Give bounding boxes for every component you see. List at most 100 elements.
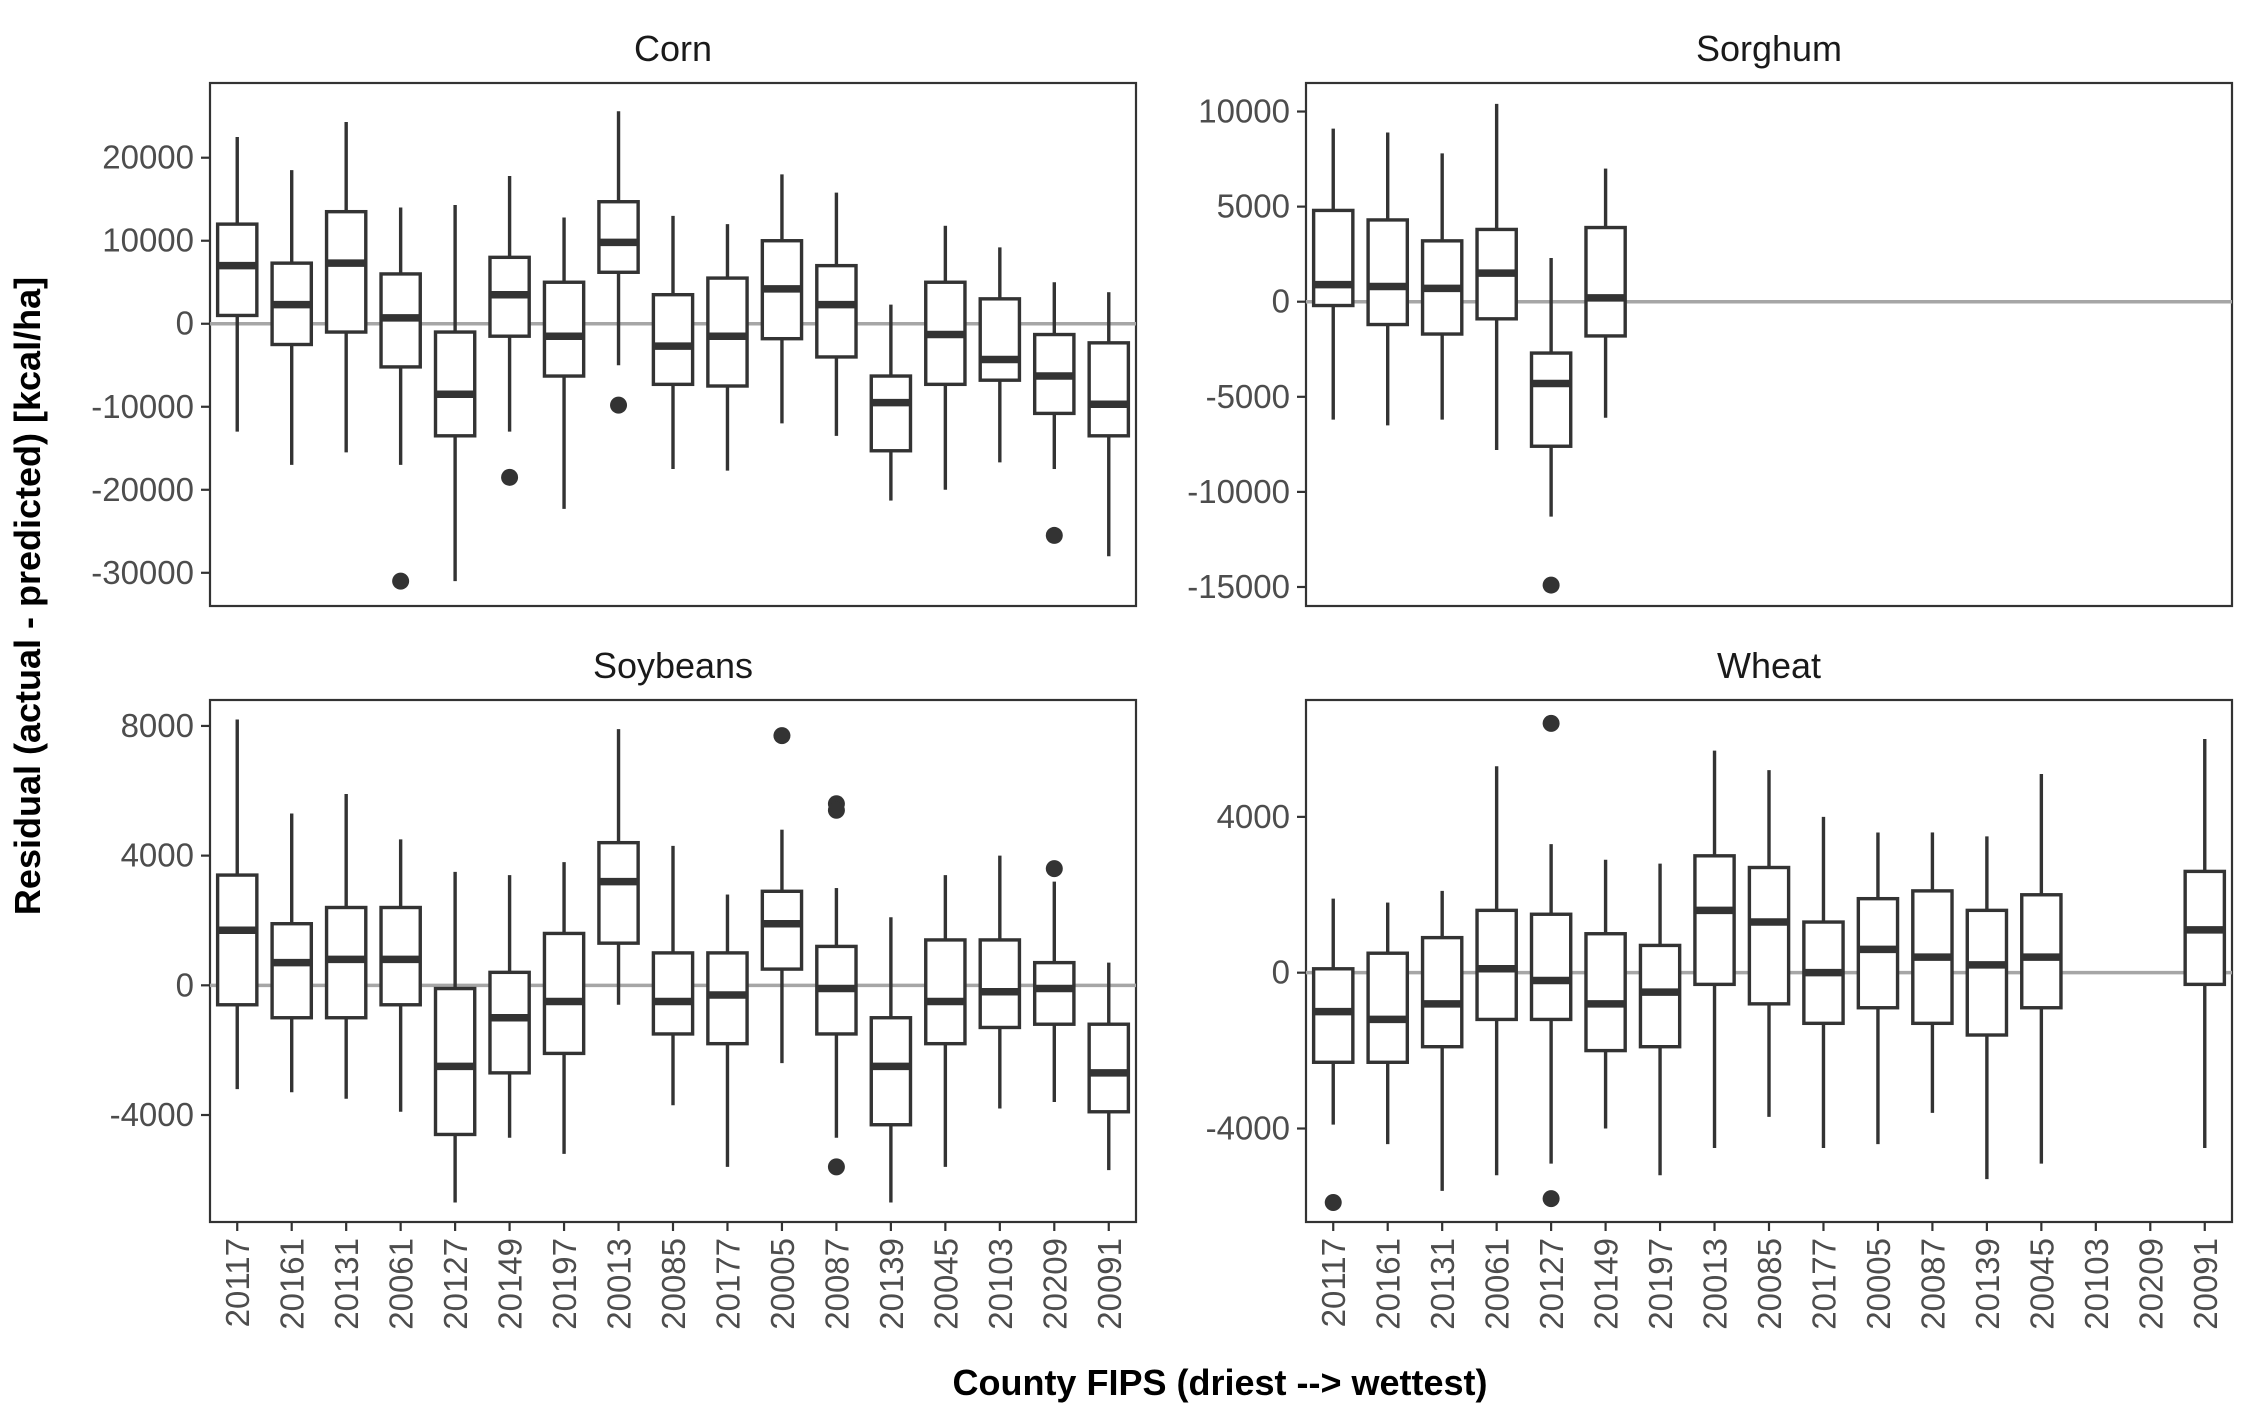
box-soybeans-20085	[651, 845, 695, 1106]
y-tick-label-soybeans: 0	[176, 966, 194, 1003]
x-tick-label-wheat: 20013	[1697, 1238, 1734, 1330]
box-iqr	[1475, 908, 1518, 1022]
x-tick-label-soybeans: 20197	[546, 1238, 583, 1330]
x-tick-label-wheat: 20209	[2132, 1238, 2169, 1330]
box-iqr	[815, 263, 858, 359]
box-corn-20061	[379, 207, 422, 590]
y-axis-title: Residual (actual - predicted) [kcal/ha]	[7, 277, 48, 915]
box-soybeans-20013	[597, 729, 640, 1005]
x-tick-label-soybeans: 20177	[709, 1238, 746, 1330]
box-iqr	[1529, 351, 1573, 448]
y-tick-label-sorghum: -10000	[1187, 473, 1290, 510]
box-corn-20103	[978, 247, 1022, 463]
y-tick-label-soybeans: -4000	[110, 1096, 194, 1133]
box-soybeans-20161	[270, 813, 314, 1093]
x-tick-label-soybeans: 20131	[328, 1238, 365, 1330]
outlier-point	[1324, 1194, 1342, 1212]
outlier-point	[827, 1158, 845, 1176]
x-tick-label-wheat: 20117	[1315, 1238, 1352, 1327]
x-tick-label-wheat: 20131	[1424, 1238, 1461, 1330]
box-corn-20197	[542, 217, 586, 509]
x-axis-title: County FIPS (driest --> wettest)	[952, 1362, 1487, 1403]
box-wheat-20085	[1747, 770, 1791, 1117]
x-tick-label-wheat: 20161	[1370, 1238, 1407, 1330]
x-tick-label-wheat: 20149	[1588, 1238, 1625, 1330]
box-iqr	[869, 374, 913, 453]
x-tick-label-wheat: 20127	[1533, 1238, 1570, 1330]
box-wheat-20197	[1638, 863, 1682, 1176]
x-tick-label-soybeans: 20061	[383, 1238, 420, 1330]
x-tick-label-soybeans: 20139	[873, 1238, 910, 1330]
x-tick-label-soybeans: 20087	[818, 1238, 855, 1330]
box-corn-20013	[597, 111, 640, 414]
box-wheat-20117	[1311, 898, 1355, 1212]
box-corn-20045	[924, 225, 967, 490]
y-tick-label-corn: 0	[176, 305, 194, 342]
box-corn-20177	[706, 224, 749, 471]
box-iqr	[1087, 1022, 1131, 1114]
box-iqr	[2020, 893, 2063, 1010]
panel-frame-sorghum	[1304, 81, 2234, 608]
box-iqr	[651, 951, 695, 1036]
box-iqr	[1366, 951, 1410, 1064]
box-soybeans-20045	[924, 875, 967, 1167]
y-tick-label-soybeans: 4000	[121, 837, 194, 874]
box-soybeans-20209	[1032, 860, 1076, 1103]
y-tick-label-corn: -10000	[91, 388, 194, 425]
box-soybeans-20061	[379, 839, 422, 1112]
y-tick-label-soybeans: 8000	[121, 707, 194, 744]
box-corn-20161	[270, 170, 314, 465]
box-wheat-20087	[1911, 832, 1954, 1113]
box-iqr	[1420, 935, 1464, 1049]
box-iqr	[760, 889, 804, 971]
y-tick-label-sorghum: 5000	[1217, 188, 1290, 225]
x-tick-label-wheat: 20045	[2023, 1238, 2060, 1330]
y-tick-label-sorghum: -15000	[1187, 568, 1290, 605]
box-soybeans-20087	[815, 795, 858, 1176]
box-corn-20149	[488, 175, 531, 486]
y-tick-label-sorghum: 10000	[1198, 93, 1290, 130]
box-iqr	[215, 873, 259, 1007]
x-tick-label-soybeans: 20117	[219, 1238, 256, 1327]
box-iqr	[597, 200, 640, 274]
outlier-point	[392, 572, 410, 590]
x-tick-label-wheat: 20061	[1479, 1238, 1516, 1330]
box-wheat-20149	[1584, 859, 1627, 1129]
box-corn-20117	[215, 136, 259, 432]
x-tick-label-soybeans: 20127	[437, 1238, 474, 1330]
box-iqr	[1032, 960, 1076, 1026]
box-wheat-20045	[2020, 774, 2063, 1164]
box-soybeans-20177	[706, 894, 749, 1167]
box-iqr	[1366, 218, 1410, 327]
box-iqr	[651, 292, 695, 387]
box-wheat-20091	[2183, 738, 2227, 1148]
box-sorghum-20161	[1366, 132, 1410, 426]
x-tick-label-wheat: 20197	[1642, 1238, 1679, 1330]
box-soybeans-20139	[869, 917, 913, 1203]
box-sorghum-20149	[1584, 168, 1627, 418]
panel-title-sorghum: Sorghum	[1696, 28, 1842, 69]
box-soybeans-20131	[324, 794, 368, 1099]
x-tick-label-soybeans: 20161	[274, 1238, 311, 1330]
y-tick-label-corn: -30000	[91, 554, 194, 591]
box-iqr	[1311, 967, 1355, 1064]
outlier-point	[1045, 860, 1063, 878]
box-iqr	[1693, 854, 1736, 987]
x-tick-label-wheat: 20087	[1914, 1238, 1951, 1330]
box-wheat-20131	[1420, 890, 1464, 1191]
y-tick-label-corn: -20000	[91, 471, 194, 508]
box-iqr	[1529, 912, 1573, 1022]
box-iqr	[1856, 896, 1900, 1010]
box-iqr	[324, 209, 368, 334]
box-iqr	[542, 931, 586, 1056]
box-soybeans-20005	[760, 727, 804, 1064]
box-iqr	[869, 1016, 913, 1127]
box-iqr	[433, 986, 477, 1137]
x-tick-label-soybeans: 20045	[927, 1238, 964, 1330]
box-soybeans-20127	[433, 871, 477, 1203]
box-corn-20085	[651, 215, 695, 470]
panel-corn: Corn 20000 10000 0 -10000 -20000 -30000	[91, 28, 1138, 608]
box-corn-20091	[1087, 292, 1131, 557]
x-tick-label-wheat: 20103	[2078, 1238, 2115, 1330]
